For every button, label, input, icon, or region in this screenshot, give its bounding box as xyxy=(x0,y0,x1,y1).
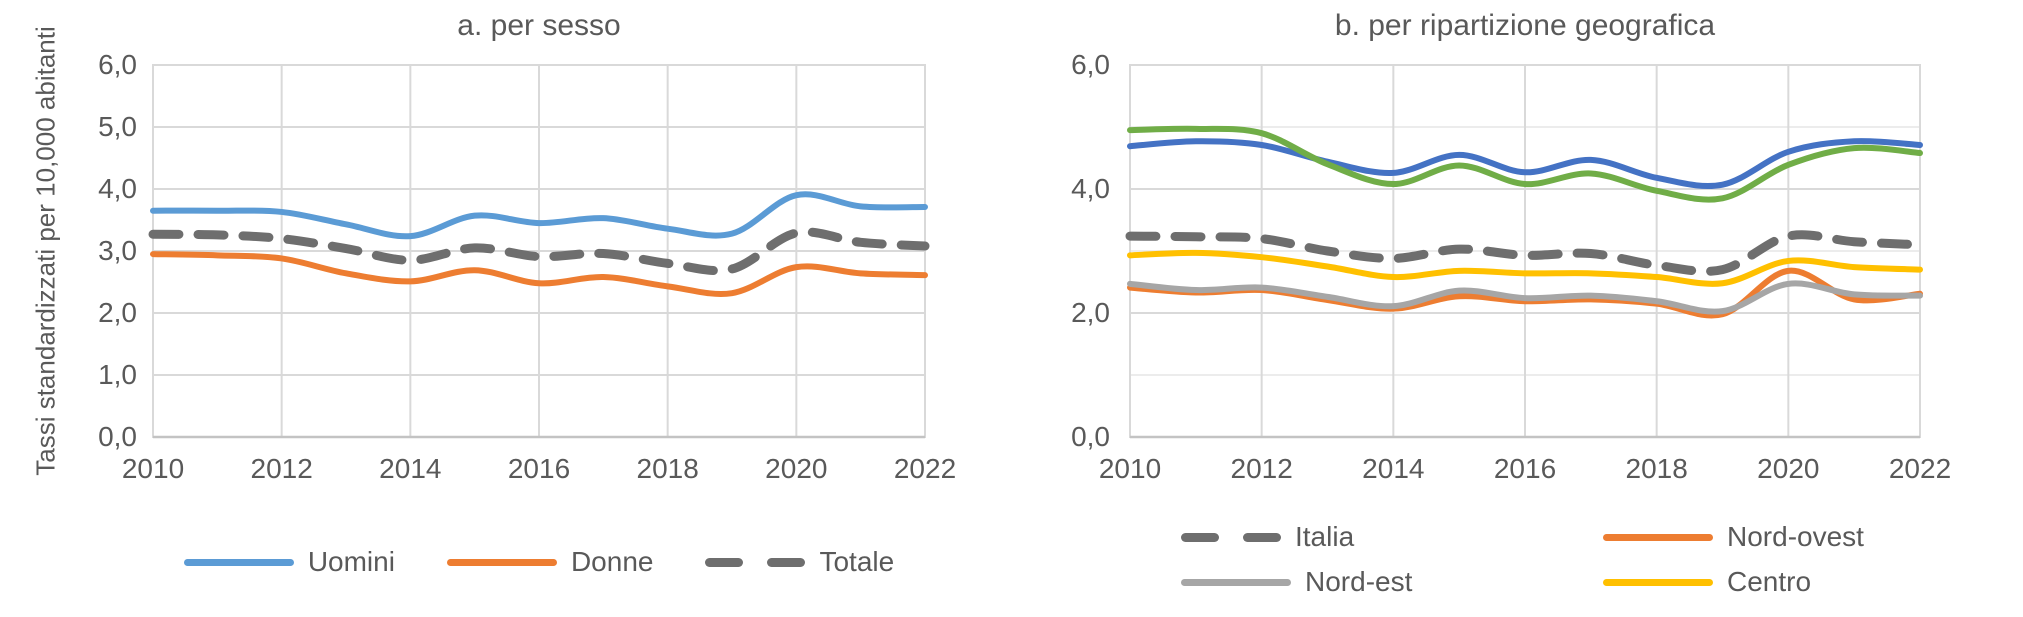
chart-1-gridlines xyxy=(1129,64,1921,439)
legend-label: Donne xyxy=(570,546,654,577)
legend-label: Uomini xyxy=(307,546,395,577)
legend-item-uomini: Uomini xyxy=(183,546,395,578)
chart-0-gridlines xyxy=(152,64,926,439)
x-tick-label: 2016 xyxy=(507,453,571,484)
legend-line-swatch xyxy=(1181,578,1291,586)
y-tick-label: 0,0 xyxy=(98,421,137,452)
line-green xyxy=(1127,125,1923,203)
line-donne xyxy=(150,251,928,297)
x-tick-label: 2022 xyxy=(893,453,957,484)
x-tick-label: 2020 xyxy=(1757,453,1820,484)
legend-item-nord-ovest: Nord-ovest xyxy=(1603,521,1864,553)
legend-label: Totale xyxy=(819,546,895,577)
legend-dashed-line-swatch xyxy=(1181,532,1281,542)
x-tick-label: 2016 xyxy=(1493,453,1557,484)
x-tick-label: 2020 xyxy=(765,453,828,484)
chart-a-title: a. per sesso xyxy=(457,9,621,42)
y-tick-label: 4,0 xyxy=(1071,173,1110,204)
legend-label: Centro xyxy=(1727,566,1812,597)
y-tick-label: 3,0 xyxy=(98,235,137,266)
legend-line-swatch xyxy=(1603,533,1713,541)
y-tick-label: 5,0 xyxy=(98,111,137,142)
y-tick-label: 2,0 xyxy=(1071,297,1110,328)
line-blue xyxy=(1127,138,1923,190)
legend-line-swatch xyxy=(446,558,557,566)
legend-item-totale: Totale xyxy=(705,546,894,578)
legend-line-swatch xyxy=(183,558,294,566)
legend-item-centro: Centro xyxy=(1603,566,1811,598)
x-tick-label: 2014 xyxy=(1362,453,1425,484)
legend-dashed-line-swatch xyxy=(705,557,806,567)
x-tick-label: 2014 xyxy=(379,453,442,484)
legend-label: Italia xyxy=(1295,521,1355,552)
chart-b-title: b. per ripartizione geografica xyxy=(1334,9,1716,42)
legend-label: Nord-est xyxy=(1305,566,1413,597)
line-centro xyxy=(1127,249,1923,287)
x-tick-label: 2018 xyxy=(1625,453,1688,484)
x-tick-label: 2010 xyxy=(121,453,185,484)
line-nord-est xyxy=(1127,280,1923,315)
y-tick-label: 4,0 xyxy=(98,173,137,204)
line-italia xyxy=(1125,230,1925,276)
legend-item-nord-est: Nord-est xyxy=(1181,566,1412,598)
legend-item-italia: Italia xyxy=(1181,521,1354,553)
y-tick-label: 0,0 xyxy=(1071,421,1110,452)
line-totale xyxy=(148,227,930,276)
y-tick-label: 6,0 xyxy=(1071,49,1110,80)
x-tick-label: 2010 xyxy=(1098,453,1162,484)
x-tick-label: 2012 xyxy=(1230,453,1293,484)
legend-line-swatch xyxy=(1603,578,1713,586)
chart-a-legend: Uomini Donne Totale xyxy=(153,546,925,578)
x-tick-label: 2022 xyxy=(1888,453,1952,484)
y-tick-label: 1,0 xyxy=(98,359,137,390)
x-tick-label: 2012 xyxy=(250,453,313,484)
y-axis-title: Tassi standardizzati per 10,000 abitanti xyxy=(30,26,61,476)
line-uomini xyxy=(150,191,928,240)
y-tick-label: 6,0 xyxy=(98,49,137,80)
legend-label: Nord-ovest xyxy=(1727,521,1864,552)
x-tick-label: 2018 xyxy=(636,453,699,484)
legend-item-donne: Donne xyxy=(446,546,654,578)
y-tick-label: 2,0 xyxy=(98,297,137,328)
